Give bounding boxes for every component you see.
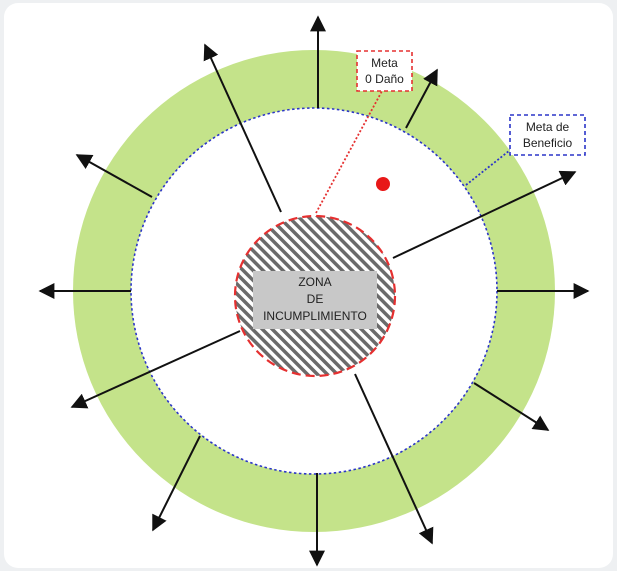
arrow-se bbox=[473, 382, 550, 431]
callout-benefit-box bbox=[509, 114, 586, 156]
arrow-ssw bbox=[152, 435, 201, 532]
arrow-ene-long bbox=[392, 170, 577, 259]
arrow-nnw bbox=[203, 43, 282, 213]
arrow-sw-long bbox=[70, 330, 241, 409]
arrow-sse-long bbox=[354, 373, 434, 545]
center-label-line-1: ZONA bbox=[298, 275, 331, 289]
arrows-group bbox=[38, 15, 590, 567]
callout-harm-box bbox=[356, 50, 413, 92]
zero-harm-circle bbox=[233, 214, 397, 378]
marker-dot bbox=[376, 177, 390, 191]
callout-harm-line-2: 0 Daño bbox=[365, 72, 404, 86]
callout-benefit-line-2: Beneficio bbox=[523, 136, 573, 150]
callout-harm-connector bbox=[315, 90, 383, 214]
callout-benefit-line-1: Meta de bbox=[526, 120, 570, 134]
arrow-nw bbox=[75, 154, 153, 198]
callout-harm-line-1: Meta bbox=[371, 56, 398, 70]
center-label-line-2: DE bbox=[307, 292, 324, 306]
center-label-box bbox=[253, 271, 377, 329]
arrow-nne bbox=[405, 68, 438, 129]
center-label-line-3: INCUMPLIMIENTO bbox=[263, 309, 367, 323]
